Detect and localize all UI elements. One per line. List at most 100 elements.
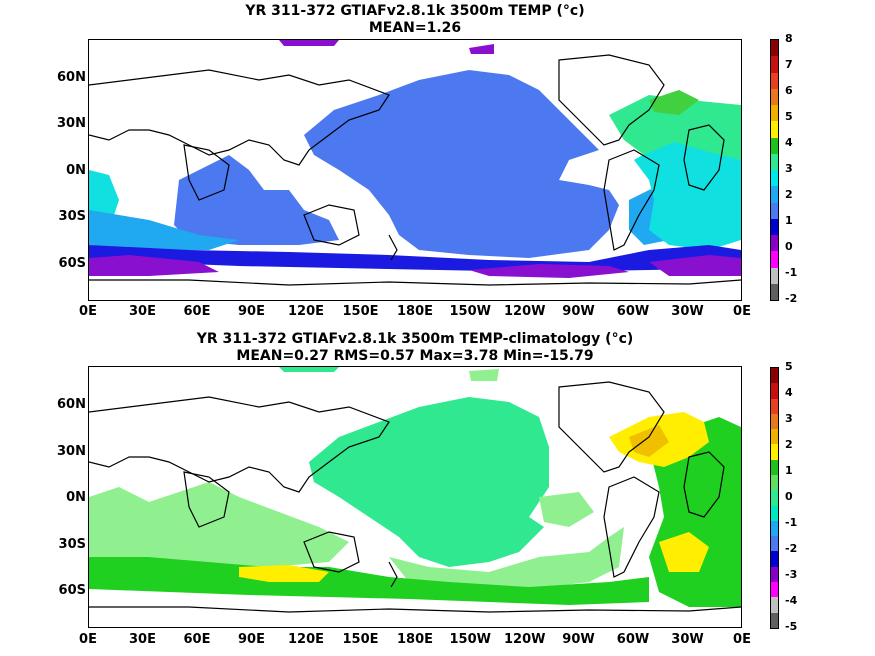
colorbar-swatch xyxy=(771,429,778,445)
colorbar-swatch xyxy=(771,505,778,521)
x-tick-label: 120W xyxy=(504,632,546,647)
colorbar-label: 1 xyxy=(785,214,793,227)
x-tick-label: 150E xyxy=(342,304,379,319)
colorbar-swatch xyxy=(771,105,778,122)
panel1-ytick-30n: 30N xyxy=(57,116,86,131)
x-tick-label: 0E xyxy=(79,304,97,319)
colorbar-label: -5 xyxy=(785,620,798,633)
colorbar-swatch xyxy=(771,202,778,219)
southern-violet-fill xyxy=(89,255,219,276)
indian-lightblue-fill xyxy=(89,210,239,250)
x-tick-label: 90W xyxy=(562,304,595,319)
colorbar-label: -2 xyxy=(785,292,798,305)
colorbar-label: 7 xyxy=(785,58,793,71)
colorbar-label: 8 xyxy=(785,32,793,45)
southern-yellow-fill xyxy=(239,565,329,582)
x-tick-label: 120W xyxy=(504,304,546,319)
colorbar-swatch xyxy=(771,186,778,203)
x-tick-label: 60E xyxy=(183,632,211,647)
colorbar-swatch xyxy=(771,581,778,598)
colorbar-swatch xyxy=(771,597,778,613)
panel1-title: YR 311-372 GTIAFv2.8.1k 3500m TEMP (°c) xyxy=(245,3,585,19)
atlantic-orange-fill xyxy=(629,425,669,457)
colorbar-swatch xyxy=(771,137,778,154)
colorbar-swatch xyxy=(771,170,778,187)
colorbar-label: -1 xyxy=(785,266,798,279)
colorbar-swatch xyxy=(771,56,778,73)
colorbar-label: 2 xyxy=(785,438,793,451)
colorbar-swatch xyxy=(771,490,778,506)
colorbar-swatch xyxy=(771,612,778,628)
colorbar-swatch xyxy=(771,474,778,491)
panel2-ytick-30n: 30N xyxy=(57,444,86,459)
x-tick-label: 0E xyxy=(79,632,97,647)
x-tick-label: 60E xyxy=(183,304,211,319)
panel2-subtitle: MEAN=0.27 RMS=0.57 Max=3.78 Min=-15.79 xyxy=(236,348,594,364)
colorbar-label: -4 xyxy=(785,594,798,607)
x-tick-label: 30E xyxy=(129,632,156,647)
panel1-map xyxy=(88,39,742,301)
arctic-lightgreen-fill xyxy=(469,369,499,381)
indian-fill xyxy=(174,155,339,245)
colorbar-label: -2 xyxy=(785,542,798,555)
panel2-ytick-60n: 60N xyxy=(57,397,86,412)
colorbar-swatch xyxy=(771,536,778,552)
x-tick-label: 30E xyxy=(129,304,156,319)
southern-green-fill xyxy=(89,557,649,605)
southern-violet-fill-2 xyxy=(469,264,629,278)
x-tick-label: 60W xyxy=(616,304,650,319)
colorbar-swatch xyxy=(771,72,778,89)
colorbar-swatch xyxy=(771,267,778,284)
coastlines xyxy=(89,54,741,286)
colorbar-label: 1 xyxy=(785,464,793,477)
x-tick-label: 0E xyxy=(733,304,751,319)
colorbar-label: -3 xyxy=(785,568,798,581)
colorbar-swatch xyxy=(771,520,778,537)
x-tick-label: 150W xyxy=(449,632,491,647)
colorbar-label: 2 xyxy=(785,188,793,201)
arctic-green-fill xyxy=(279,367,339,372)
x-tick-label: 120E xyxy=(287,304,325,319)
panel2-map xyxy=(88,366,742,628)
colorbar-swatch xyxy=(771,383,778,399)
colorbar-swatch xyxy=(771,566,778,582)
indian-lightgreen-fill xyxy=(89,482,349,567)
atlantic-lightgreen-fill xyxy=(539,492,594,527)
colorbar-swatch xyxy=(771,121,778,138)
x-tick-label: 180E xyxy=(396,304,434,319)
colorbar-label: -1 xyxy=(785,516,798,529)
panel2-ytick-0n: 0N xyxy=(66,490,86,505)
colorbar-label: 0 xyxy=(785,240,793,253)
pacific-fill xyxy=(304,70,619,258)
colorbar-swatch xyxy=(771,283,778,300)
pacific-fill xyxy=(309,397,549,567)
colorbar-swatch xyxy=(771,368,778,384)
colorbar-swatch xyxy=(771,88,778,105)
colorbar-label: 4 xyxy=(785,136,793,149)
panel2-ytick-60s: 60S xyxy=(58,583,86,598)
colorbar-label: 0 xyxy=(785,490,793,503)
panel1-ytick-30s: 30S xyxy=(58,209,86,224)
colorbar-swatch xyxy=(771,251,778,268)
colorbar-label: 3 xyxy=(785,162,793,175)
panel1-ytick-0n: 0N xyxy=(66,163,86,178)
colorbar-label: 6 xyxy=(785,84,793,97)
pacific-south-lightgreen-fill xyxy=(389,527,624,589)
colorbar-label: 3 xyxy=(785,412,793,425)
colorbar-swatch xyxy=(771,218,778,235)
atlantic-green-fill xyxy=(609,95,741,160)
panel1-colorbar xyxy=(770,39,779,301)
arctic-violet-fill-2 xyxy=(469,44,494,54)
atlantic-cyan-fill xyxy=(634,140,741,250)
x-tick-label: 150E xyxy=(342,632,379,647)
colorbar-swatch xyxy=(771,398,778,414)
x-tick-label: 0E xyxy=(733,632,751,647)
x-tick-label: 150W xyxy=(449,304,491,319)
x-tick-label: 60W xyxy=(616,632,650,647)
colorbar-label: 4 xyxy=(785,386,793,399)
colorbar-swatch xyxy=(771,153,778,170)
panel2-colorbar xyxy=(770,367,779,629)
x-tick-label: 180E xyxy=(396,632,434,647)
panel1-ytick-60n: 60N xyxy=(57,70,86,85)
x-tick-label: 30W xyxy=(671,632,704,647)
